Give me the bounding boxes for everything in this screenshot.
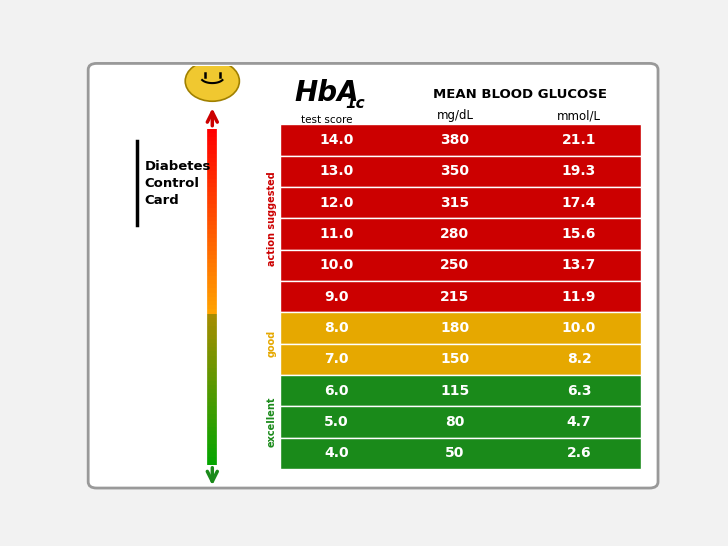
Bar	[280, 312, 641, 344]
Text: 21.1: 21.1	[562, 133, 596, 147]
Text: mg/dL: mg/dL	[436, 109, 473, 122]
Text: 2.6: 2.6	[566, 447, 591, 460]
Bar	[280, 218, 641, 250]
Text: 180: 180	[440, 321, 470, 335]
Bar	[280, 344, 641, 375]
Text: 11.0: 11.0	[320, 227, 354, 241]
Text: 10.0: 10.0	[562, 321, 596, 335]
Text: MEAN BLOOD GLUCOSE: MEAN BLOOD GLUCOSE	[432, 88, 607, 102]
Bar	[280, 124, 641, 156]
Text: 250: 250	[440, 258, 470, 272]
Text: 215: 215	[440, 290, 470, 304]
Bar	[280, 250, 641, 281]
Text: 80: 80	[446, 415, 464, 429]
Text: 10.0: 10.0	[320, 258, 354, 272]
Text: 115: 115	[440, 384, 470, 398]
FancyBboxPatch shape	[88, 63, 658, 488]
Text: 15.6: 15.6	[562, 227, 596, 241]
Bar	[280, 156, 641, 187]
Text: 19.3: 19.3	[562, 164, 596, 179]
Circle shape	[185, 492, 240, 532]
Bar	[280, 406, 641, 438]
Bar	[280, 281, 641, 312]
Text: 4.0: 4.0	[324, 447, 349, 460]
Text: 8.2: 8.2	[566, 352, 591, 366]
Text: 350: 350	[440, 164, 470, 179]
Text: 11.9: 11.9	[562, 290, 596, 304]
Text: 17.4: 17.4	[562, 195, 596, 210]
Text: mmol/L: mmol/L	[557, 109, 601, 122]
Text: 6.0: 6.0	[324, 384, 349, 398]
Text: 315: 315	[440, 195, 470, 210]
Text: excellent: excellent	[266, 397, 277, 447]
Text: Diabetes
Control
Card: Diabetes Control Card	[145, 160, 211, 207]
Bar	[280, 438, 641, 469]
Circle shape	[185, 61, 240, 101]
Text: 4.7: 4.7	[566, 415, 591, 429]
Text: 12.0: 12.0	[320, 195, 354, 210]
Text: 5.0: 5.0	[324, 415, 349, 429]
Text: test score: test score	[301, 115, 352, 125]
Text: 6.3: 6.3	[567, 384, 591, 398]
Text: 14.0: 14.0	[320, 133, 354, 147]
Text: 8.0: 8.0	[324, 321, 349, 335]
Text: 7.0: 7.0	[324, 352, 349, 366]
Text: HbA: HbA	[295, 79, 359, 107]
Text: 1c: 1c	[345, 96, 365, 111]
Text: action suggested: action suggested	[266, 171, 277, 266]
Bar	[280, 375, 641, 406]
Text: 13.7: 13.7	[562, 258, 596, 272]
Bar	[280, 187, 641, 218]
Text: 280: 280	[440, 227, 470, 241]
Text: 380: 380	[440, 133, 470, 147]
Text: 13.0: 13.0	[320, 164, 354, 179]
Text: 9.0: 9.0	[324, 290, 349, 304]
Text: 150: 150	[440, 352, 470, 366]
Text: 50: 50	[446, 447, 464, 460]
Text: good: good	[266, 330, 277, 358]
